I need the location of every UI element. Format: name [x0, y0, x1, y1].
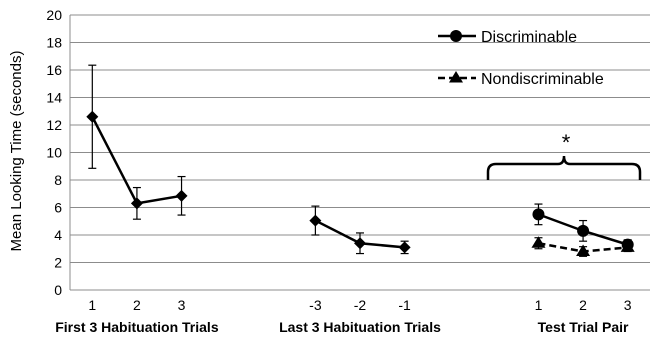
legend-marker-triangle — [449, 71, 463, 83]
y-tick-label: 2 — [54, 255, 62, 271]
y-tick-label: 4 — [54, 227, 62, 243]
data-point-triangle — [620, 240, 635, 252]
data-point-diamond — [86, 110, 99, 123]
grid-lines — [70, 14, 650, 263]
y-tick-label: 0 — [54, 282, 62, 298]
bracket-line — [486, 155, 642, 180]
data-point-triangle — [531, 236, 546, 248]
x-tick-label: 2 — [579, 297, 587, 313]
x-tick-label: -3 — [309, 297, 322, 313]
x-tick-label: 1 — [535, 297, 543, 313]
data-point-triangle — [576, 244, 591, 257]
significance-asterisk: * — [562, 130, 571, 155]
series-layer — [86, 64, 635, 257]
y-tick-label: 20 — [46, 7, 62, 23]
legend-label: Discriminable — [481, 29, 577, 46]
x-axis: 1 2 3 First 3 Habituation Trials -3 -2 -1 Last … — [55, 289, 650, 335]
data-point-circle — [577, 224, 590, 237]
series-discriminable — [86, 64, 634, 255]
series-nondiscriminable — [531, 236, 635, 257]
y-tick-label: 14 — [46, 90, 62, 106]
y-tick-label: 16 — [46, 62, 62, 78]
data-point-diamond — [130, 197, 143, 210]
y-axis-label: Mean Looking Time (seconds) — [8, 51, 25, 252]
legend-label: Nondiscriminable — [481, 71, 604, 88]
x-tick-label: -1 — [398, 297, 411, 313]
data-point-diamond — [354, 237, 366, 250]
x-tick-label: 1 — [88, 297, 96, 313]
data-point-diamond — [309, 214, 322, 227]
data-point-circle — [532, 208, 545, 221]
y-tick-label: 10 — [46, 145, 62, 161]
x-group-label: Test Trial Pair — [538, 319, 629, 335]
x-tick-label: 3 — [624, 297, 632, 313]
x-tick-label: -2 — [354, 297, 367, 313]
annotation-bracket: * — [486, 130, 642, 180]
legend-marker-circle — [450, 30, 462, 42]
y-tick-label: 12 — [46, 117, 62, 133]
y-tick-label: 6 — [54, 200, 62, 216]
legend: Discriminable Nondiscriminable — [438, 29, 604, 88]
y-tick-label: 18 — [46, 35, 62, 51]
y-axis: 0 2 4 6 8 10 12 14 16 18 20 — [46, 7, 71, 298]
x-tick-label: 3 — [178, 297, 186, 313]
x-group-label: First 3 Habituation Trials — [55, 319, 219, 335]
data-point-diamond — [175, 189, 188, 202]
x-group-label: Last 3 Habituation Trials — [279, 319, 441, 335]
data-point-diamond — [398, 241, 411, 254]
x-tick-label: 2 — [133, 297, 141, 313]
y-tick-label: 8 — [54, 172, 62, 188]
